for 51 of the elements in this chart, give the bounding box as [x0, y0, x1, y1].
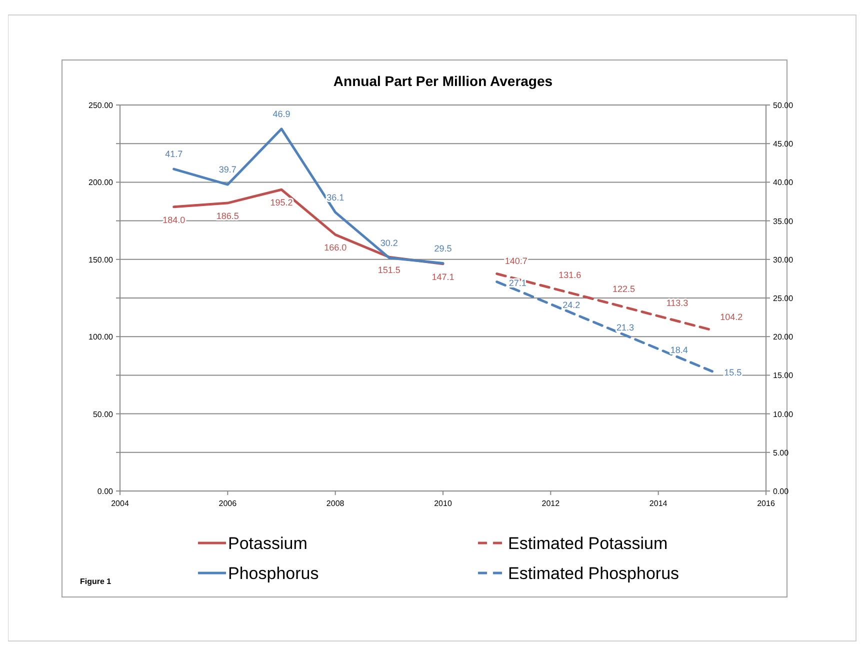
y2-tick-label: 0.00 [773, 487, 790, 496]
y-tick-label: 0.00 [97, 487, 114, 496]
y-tick-label: 200.00 [88, 178, 114, 188]
chart-title: Annual Part Per Million Averages [333, 73, 553, 89]
data-label: 36.1 [326, 192, 344, 202]
data-label: 27.1 [508, 278, 526, 288]
x-tick-label: 2016 [757, 499, 776, 508]
y2-tick-label: 50.00 [773, 101, 794, 110]
data-label: 195.2 [270, 198, 293, 208]
y-tick-label: 250.00 [88, 101, 114, 110]
data-label: 147.1 [432, 272, 454, 282]
y2-tick-label: 5.00 [773, 448, 790, 458]
data-label: 24.2 [562, 300, 580, 310]
legend-label: Estimated Potassium [508, 534, 668, 553]
data-label: 131.6 [558, 270, 582, 280]
x-tick-label: 2010 [434, 499, 452, 508]
y2-tick-label: 35.00 [773, 216, 794, 226]
line-series [496, 280, 714, 373]
data-label: 151.5 [378, 265, 400, 276]
x-tick-label: 2012 [542, 499, 560, 508]
y2-tick-label: 30.00 [773, 255, 794, 264]
legend-label: Estimated Phosphorus [508, 564, 680, 583]
y2-tick-label: 20.00 [773, 332, 794, 342]
data-label: 15.5 [724, 367, 742, 378]
data-label: 30.2 [380, 238, 398, 248]
data-label: 166.0 [324, 242, 347, 253]
data-label: 18.4 [670, 344, 688, 355]
data-label: 46.9 [272, 108, 290, 119]
data-label: 29.5 [434, 243, 452, 254]
x-tick-label: 2014 [649, 499, 668, 508]
legend-label: Potassium [228, 534, 308, 553]
y2-tick-label: 25.00 [773, 294, 794, 303]
data-label: 186.5 [216, 211, 239, 222]
x-tick-label: 2008 [326, 499, 345, 508]
x-tick-label: 2006 [218, 499, 238, 508]
data-label: 39.7 [218, 164, 236, 175]
y2-tick-label: 15.00 [773, 371, 794, 380]
y-tick-label: 50.00 [92, 410, 114, 419]
x-tick-label: 2004 [111, 499, 130, 508]
y-tick-label: 150.00 [88, 255, 114, 264]
legend-label: Phosphorus [228, 564, 319, 583]
data-label: 41.7 [165, 149, 183, 160]
caption: Figure 1 [80, 577, 112, 586]
data-label: 122.5 [612, 284, 636, 294]
y2-tick-label: 45.00 [773, 140, 794, 149]
y2-tick-label: 10.00 [773, 410, 794, 419]
data-label: 21.3 [616, 322, 634, 333]
data-label: 104.2 [720, 312, 743, 322]
y-tick-label: 100.00 [88, 332, 114, 342]
data-label: 113.3 [666, 298, 688, 308]
y2-tick-label: 40.00 [773, 178, 794, 188]
